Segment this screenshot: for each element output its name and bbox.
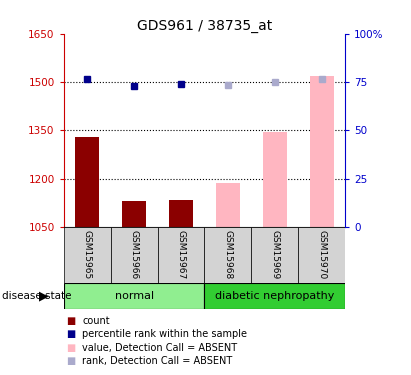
Text: GSM15967: GSM15967	[176, 230, 185, 280]
Bar	[169, 200, 193, 227]
Bar	[205, 227, 252, 283]
Text: disease state: disease state	[2, 291, 72, 301]
Bar	[111, 227, 157, 283]
Text: count: count	[82, 316, 110, 326]
Bar	[310, 76, 333, 227]
Bar	[298, 227, 345, 283]
Bar	[76, 137, 99, 227]
Text: rank, Detection Call = ABSENT: rank, Detection Call = ABSENT	[82, 356, 233, 366]
Bar	[122, 201, 146, 227]
Text: ■: ■	[66, 356, 75, 366]
Bar	[263, 132, 286, 227]
Bar	[216, 183, 240, 227]
Text: diabetic nephropathy: diabetic nephropathy	[215, 291, 335, 301]
Bar	[64, 283, 205, 309]
Bar	[205, 283, 345, 309]
Title: GDS961 / 38735_at: GDS961 / 38735_at	[137, 19, 272, 33]
Text: GSM15968: GSM15968	[224, 230, 233, 280]
Text: value, Detection Call = ABSENT: value, Detection Call = ABSENT	[82, 343, 237, 352]
Text: GSM15966: GSM15966	[129, 230, 139, 280]
Text: normal: normal	[115, 291, 154, 301]
Bar	[64, 227, 111, 283]
Text: ■: ■	[66, 329, 75, 339]
Text: ■: ■	[66, 343, 75, 352]
Text: ■: ■	[66, 316, 75, 326]
Text: GSM15965: GSM15965	[83, 230, 92, 280]
Text: percentile rank within the sample: percentile rank within the sample	[82, 329, 247, 339]
Text: ▶: ▶	[39, 290, 48, 303]
Text: GSM15970: GSM15970	[317, 230, 326, 280]
Text: GSM15969: GSM15969	[270, 230, 279, 280]
Bar	[252, 227, 298, 283]
Bar	[157, 227, 205, 283]
